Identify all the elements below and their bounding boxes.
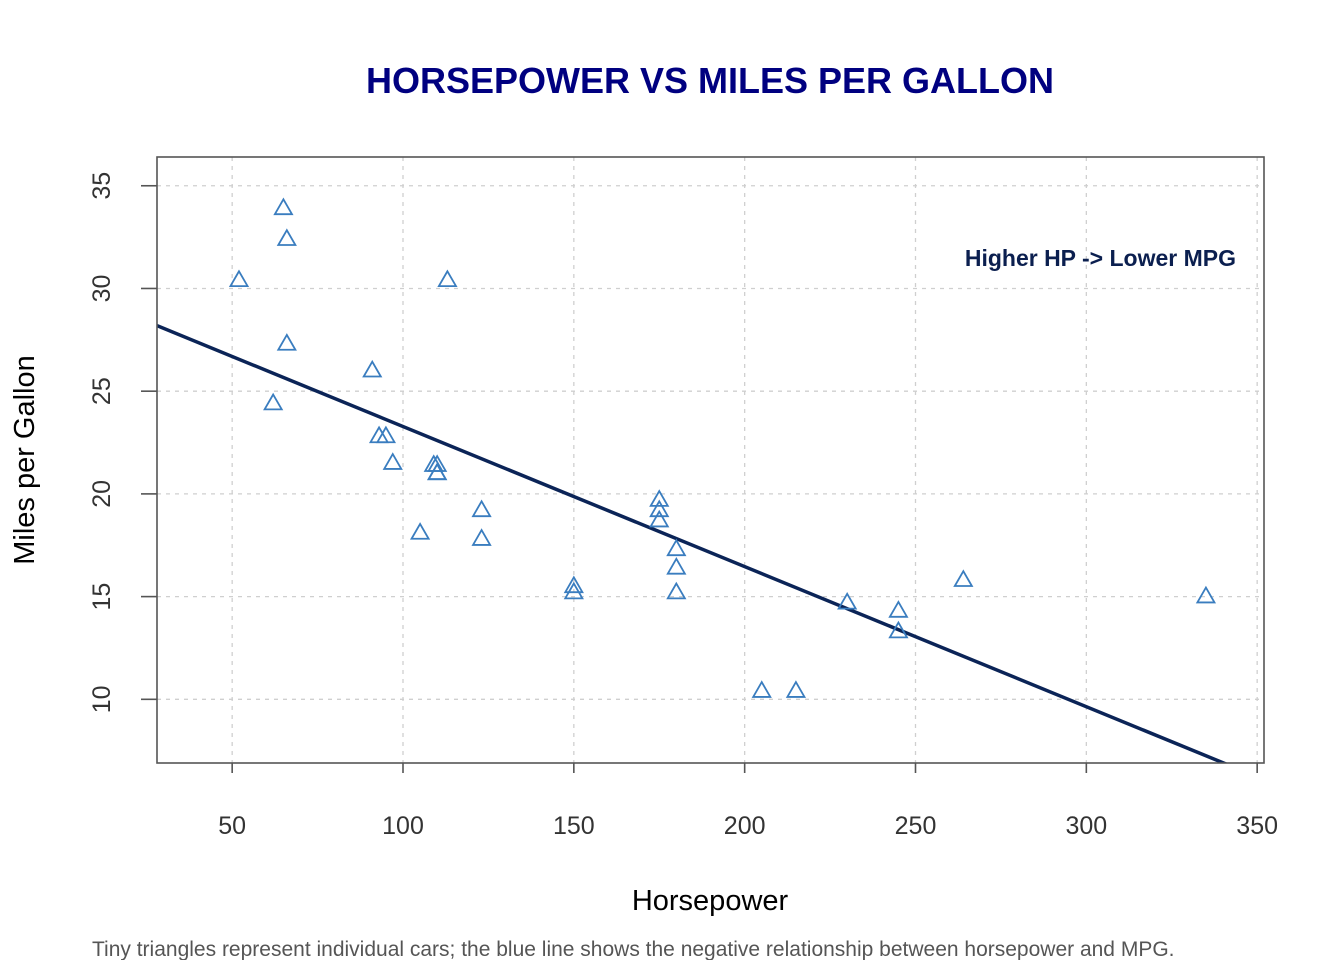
y-tick-label: 10 xyxy=(88,685,116,713)
plot-border xyxy=(156,156,1265,764)
y-axis-label: Miles per Gallon xyxy=(9,355,41,565)
y-axis: 10 15 20 25 30 35 xyxy=(88,172,157,713)
x-tick-label: 50 xyxy=(218,812,246,840)
chart-annotation: Higher HP -> Lower MPG xyxy=(965,245,1236,271)
data-point xyxy=(666,538,687,557)
data-point xyxy=(375,425,397,444)
data-point xyxy=(649,489,670,507)
data-point xyxy=(563,581,584,600)
data-point xyxy=(471,528,492,546)
data-point xyxy=(1195,585,1217,604)
data-point xyxy=(273,197,294,216)
y-tick-label: 15 xyxy=(88,583,116,611)
data-point xyxy=(362,359,383,378)
data-point xyxy=(437,269,458,288)
chart-title: HORSEPOWER VS MILES PER GALLON xyxy=(366,60,1054,101)
data-point xyxy=(953,569,974,587)
data-point xyxy=(276,333,297,351)
x-axis: 50 100 150 200 250 300 350 xyxy=(218,763,1278,840)
y-tick-label: 35 xyxy=(88,172,116,200)
x-tick-label: 300 xyxy=(1065,812,1107,840)
y-tick-label: 25 xyxy=(88,377,116,405)
x-tick-label: 100 xyxy=(382,812,424,840)
chart-caption: Tiny triangles represent individual cars… xyxy=(92,938,1175,960)
data-point xyxy=(423,454,444,472)
data-point xyxy=(666,557,687,575)
plot-area xyxy=(157,197,1229,763)
x-axis-label: Horsepower xyxy=(632,885,789,917)
x-tick-label: 150 xyxy=(553,812,595,840)
data-point xyxy=(382,452,403,470)
data-point xyxy=(471,499,492,518)
y-tick-label: 20 xyxy=(88,480,116,508)
data-point xyxy=(409,522,431,540)
data-point xyxy=(228,269,250,288)
data-point xyxy=(649,509,670,528)
data-point xyxy=(751,680,772,698)
data-point xyxy=(837,591,858,610)
regression-line xyxy=(157,324,1229,763)
data-point xyxy=(563,575,584,594)
data-point xyxy=(666,581,687,600)
grid xyxy=(157,157,1264,763)
data-point xyxy=(276,228,297,246)
data-point xyxy=(649,499,670,518)
x-tick-label: 350 xyxy=(1236,812,1278,840)
data-point xyxy=(888,620,909,639)
data-point xyxy=(888,600,909,618)
x-tick-label: 200 xyxy=(724,812,766,840)
y-tick-label: 30 xyxy=(88,275,116,303)
x-tick-label: 250 xyxy=(895,812,937,840)
data-point xyxy=(785,680,807,698)
data-point xyxy=(263,392,284,411)
